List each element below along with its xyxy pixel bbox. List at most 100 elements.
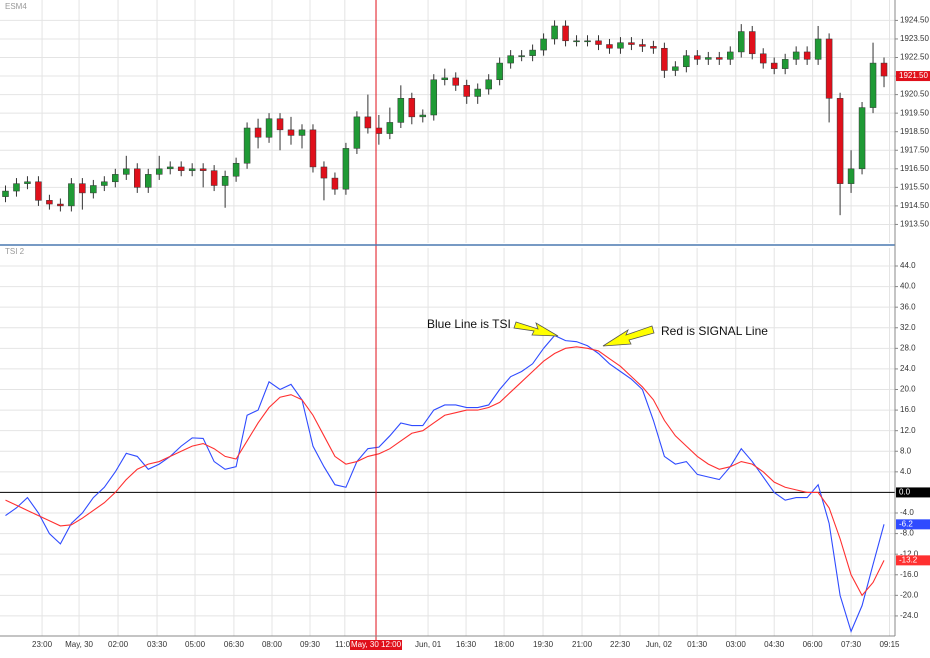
x-tick-label: 06:30 (224, 640, 245, 649)
candle-body (2, 190, 9, 197)
x-tick-label: 16:30 (456, 640, 477, 649)
x-tick-label: Jun, 01 (415, 640, 442, 649)
candle-body (68, 183, 75, 207)
candle-body (836, 98, 844, 184)
candle-body (694, 55, 701, 60)
candle-body (243, 127, 251, 164)
candle-body (276, 118, 284, 131)
y-tick-label: 1917.50 (900, 145, 929, 154)
candle-body (529, 49, 536, 56)
candle-body (683, 55, 690, 68)
candle-body (287, 129, 295, 136)
last-price-label: 1921.50 (899, 71, 928, 80)
y-tick-label: -4.0 (900, 508, 914, 517)
candle-body (408, 98, 416, 118)
candle-body (254, 127, 262, 138)
y-tick-label: 16.0 (900, 405, 916, 414)
y-tick-label: -16.0 (900, 570, 919, 579)
candle-body (606, 44, 613, 49)
candle-body (232, 162, 240, 177)
candle-body (57, 203, 64, 207)
candle-body (759, 53, 767, 64)
candle-body (112, 174, 119, 183)
candle-body (320, 166, 328, 179)
candle-body (123, 168, 130, 175)
y-tick-label: 1914.50 (900, 201, 929, 210)
candle-body (748, 31, 756, 55)
last-value-label: -13.2 (899, 555, 918, 564)
candle-body (419, 114, 427, 118)
candle-body (485, 79, 492, 90)
candle-body (551, 25, 558, 40)
last-value-label-box (896, 555, 930, 566)
candle-body (134, 168, 141, 188)
candle-body (188, 168, 196, 171)
candle-body (540, 38, 547, 51)
candle-body (298, 129, 306, 136)
candle-body (155, 168, 163, 175)
y-tick-label: -8.0 (900, 529, 914, 538)
annotation-arrow (602, 325, 655, 347)
reference-label-box (896, 487, 930, 498)
candle-body (13, 183, 20, 192)
x-tick-label: 09:30 (300, 640, 321, 649)
y-tick-label: 28.0 (900, 343, 916, 352)
candle-body (584, 40, 591, 43)
reference-label: 0.0 (899, 488, 911, 497)
annotation: Blue Line is TSI (427, 317, 511, 331)
candle-body (880, 62, 888, 77)
candle-body (452, 77, 459, 86)
x-tick-label: 03:30 (147, 640, 168, 649)
panel-title: ESM4 (5, 2, 27, 11)
candle-body (364, 116, 372, 129)
y-tick-label: 1919.50 (900, 108, 929, 117)
y-tick-label: 1923.50 (900, 34, 929, 43)
candle-body (35, 181, 42, 201)
grid (0, 0, 895, 636)
candle-body (628, 42, 635, 45)
y-tick-label: 8.0 (900, 446, 912, 455)
x-tick-label: 19:30 (533, 640, 554, 649)
candle-body (781, 59, 789, 69)
x-tick-label: 08:00 (262, 640, 283, 649)
candle-body (672, 66, 679, 71)
x-tick-label: 04:30 (764, 640, 785, 649)
x-tick-label: 03:00 (726, 640, 747, 649)
candle-body (101, 181, 108, 186)
y-tick-label: 1920.50 (900, 90, 929, 99)
x-tick-label: 09:15 (879, 640, 900, 649)
y-tick-label: 12.0 (900, 426, 916, 435)
x-tick-label: 18:00 (494, 640, 515, 649)
y-tick-label: 20.0 (900, 385, 916, 394)
candles (2, 20, 888, 216)
y-tick-label: 1913.50 (900, 220, 929, 229)
x-tick-label: Jun, 02 (646, 640, 673, 649)
candle-body (792, 51, 800, 60)
candle-body (705, 57, 712, 60)
annotation: Red is SIGNAL Line (661, 324, 768, 338)
x-tick-label: May, 30 (65, 640, 93, 649)
y-tick-label: 32.0 (900, 323, 916, 332)
candle-body (573, 40, 580, 43)
candle-body (177, 166, 185, 171)
x-tick-label: 23:00 (32, 640, 53, 649)
annotation-arrow (513, 321, 559, 337)
candle-body (562, 25, 569, 42)
candle-body (496, 62, 503, 81)
candle-body (430, 79, 438, 116)
candle-body (397, 98, 405, 123)
y-tick-label: -24.0 (900, 611, 919, 620)
candle-body (825, 38, 833, 99)
marks (0, 0, 895, 640)
candle-body (803, 51, 811, 60)
candle-body (650, 46, 657, 49)
last-value-label-box (896, 519, 930, 530)
candle-body (661, 47, 668, 71)
y-tick-label: 40.0 (900, 282, 916, 291)
candle-body (90, 185, 97, 194)
x-tick-label: 22:30 (610, 640, 631, 649)
x-tick-label: 21:00 (572, 640, 593, 649)
y-tick-label: 1922.50 (900, 53, 929, 62)
